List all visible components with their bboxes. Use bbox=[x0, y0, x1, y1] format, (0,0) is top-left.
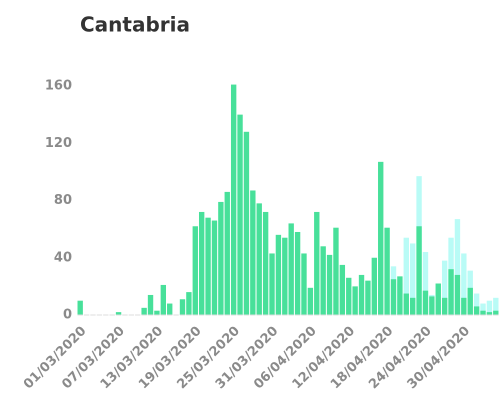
bar bbox=[141, 307, 147, 315]
bar bbox=[480, 310, 486, 315]
bar bbox=[250, 190, 256, 315]
bar bbox=[262, 211, 269, 315]
bar bbox=[346, 277, 352, 315]
bar bbox=[429, 296, 435, 315]
y-tick-label: 0 bbox=[63, 308, 72, 323]
bar bbox=[294, 231, 301, 315]
bar bbox=[461, 297, 467, 315]
bar bbox=[397, 276, 403, 315]
bar bbox=[448, 269, 454, 315]
bar bbox=[486, 312, 493, 315]
bar bbox=[314, 211, 320, 315]
bar bbox=[486, 300, 493, 315]
bar bbox=[307, 287, 314, 315]
bar bbox=[275, 234, 282, 315]
bar bbox=[493, 297, 499, 315]
bar bbox=[371, 257, 378, 315]
y-tick-label: 120 bbox=[45, 136, 72, 151]
bar bbox=[320, 246, 326, 315]
bar bbox=[147, 294, 154, 315]
bar bbox=[205, 217, 211, 315]
chart-title: Cantabria bbox=[80, 13, 190, 37]
bar bbox=[358, 274, 365, 315]
bar bbox=[473, 306, 480, 315]
bar bbox=[461, 253, 467, 315]
bar bbox=[441, 260, 448, 315]
bar bbox=[333, 227, 339, 315]
y-tick-label: 40 bbox=[54, 250, 72, 265]
bar bbox=[211, 220, 218, 315]
bar bbox=[416, 226, 422, 315]
bar bbox=[403, 237, 409, 315]
bar bbox=[154, 310, 160, 315]
bar bbox=[473, 293, 480, 315]
bar bbox=[326, 254, 333, 315]
y-tick-label: 80 bbox=[54, 193, 72, 208]
bar bbox=[167, 303, 173, 315]
bar bbox=[339, 264, 346, 315]
y-tick-label: 160 bbox=[45, 79, 72, 94]
bar bbox=[435, 283, 441, 315]
bar bbox=[467, 287, 473, 315]
bar bbox=[480, 303, 486, 315]
bar bbox=[256, 203, 262, 315]
bar bbox=[230, 84, 237, 315]
bar bbox=[224, 191, 230, 315]
bar bbox=[422, 252, 429, 315]
bar bbox=[301, 253, 307, 315]
bar bbox=[237, 114, 243, 315]
bar bbox=[179, 299, 186, 315]
bar bbox=[378, 161, 384, 315]
bar bbox=[186, 292, 192, 315]
bar bbox=[390, 279, 397, 315]
bar bbox=[493, 310, 499, 315]
bar bbox=[403, 293, 409, 315]
bar bbox=[288, 223, 294, 315]
bar bbox=[409, 297, 416, 315]
bar bbox=[115, 312, 122, 315]
bar bbox=[198, 211, 205, 315]
bar bbox=[352, 286, 358, 315]
bar bbox=[454, 274, 461, 315]
bar bbox=[282, 237, 288, 315]
bar bbox=[441, 297, 448, 315]
bar bbox=[422, 290, 429, 315]
bar bbox=[409, 243, 416, 315]
bar bbox=[243, 131, 250, 315]
bar bbox=[454, 219, 461, 315]
bar bbox=[269, 253, 275, 315]
bar bbox=[160, 284, 167, 315]
bar bbox=[192, 226, 198, 315]
bar bbox=[365, 280, 371, 315]
bar bbox=[77, 300, 83, 315]
bar bbox=[218, 201, 224, 315]
bar bbox=[384, 227, 390, 315]
